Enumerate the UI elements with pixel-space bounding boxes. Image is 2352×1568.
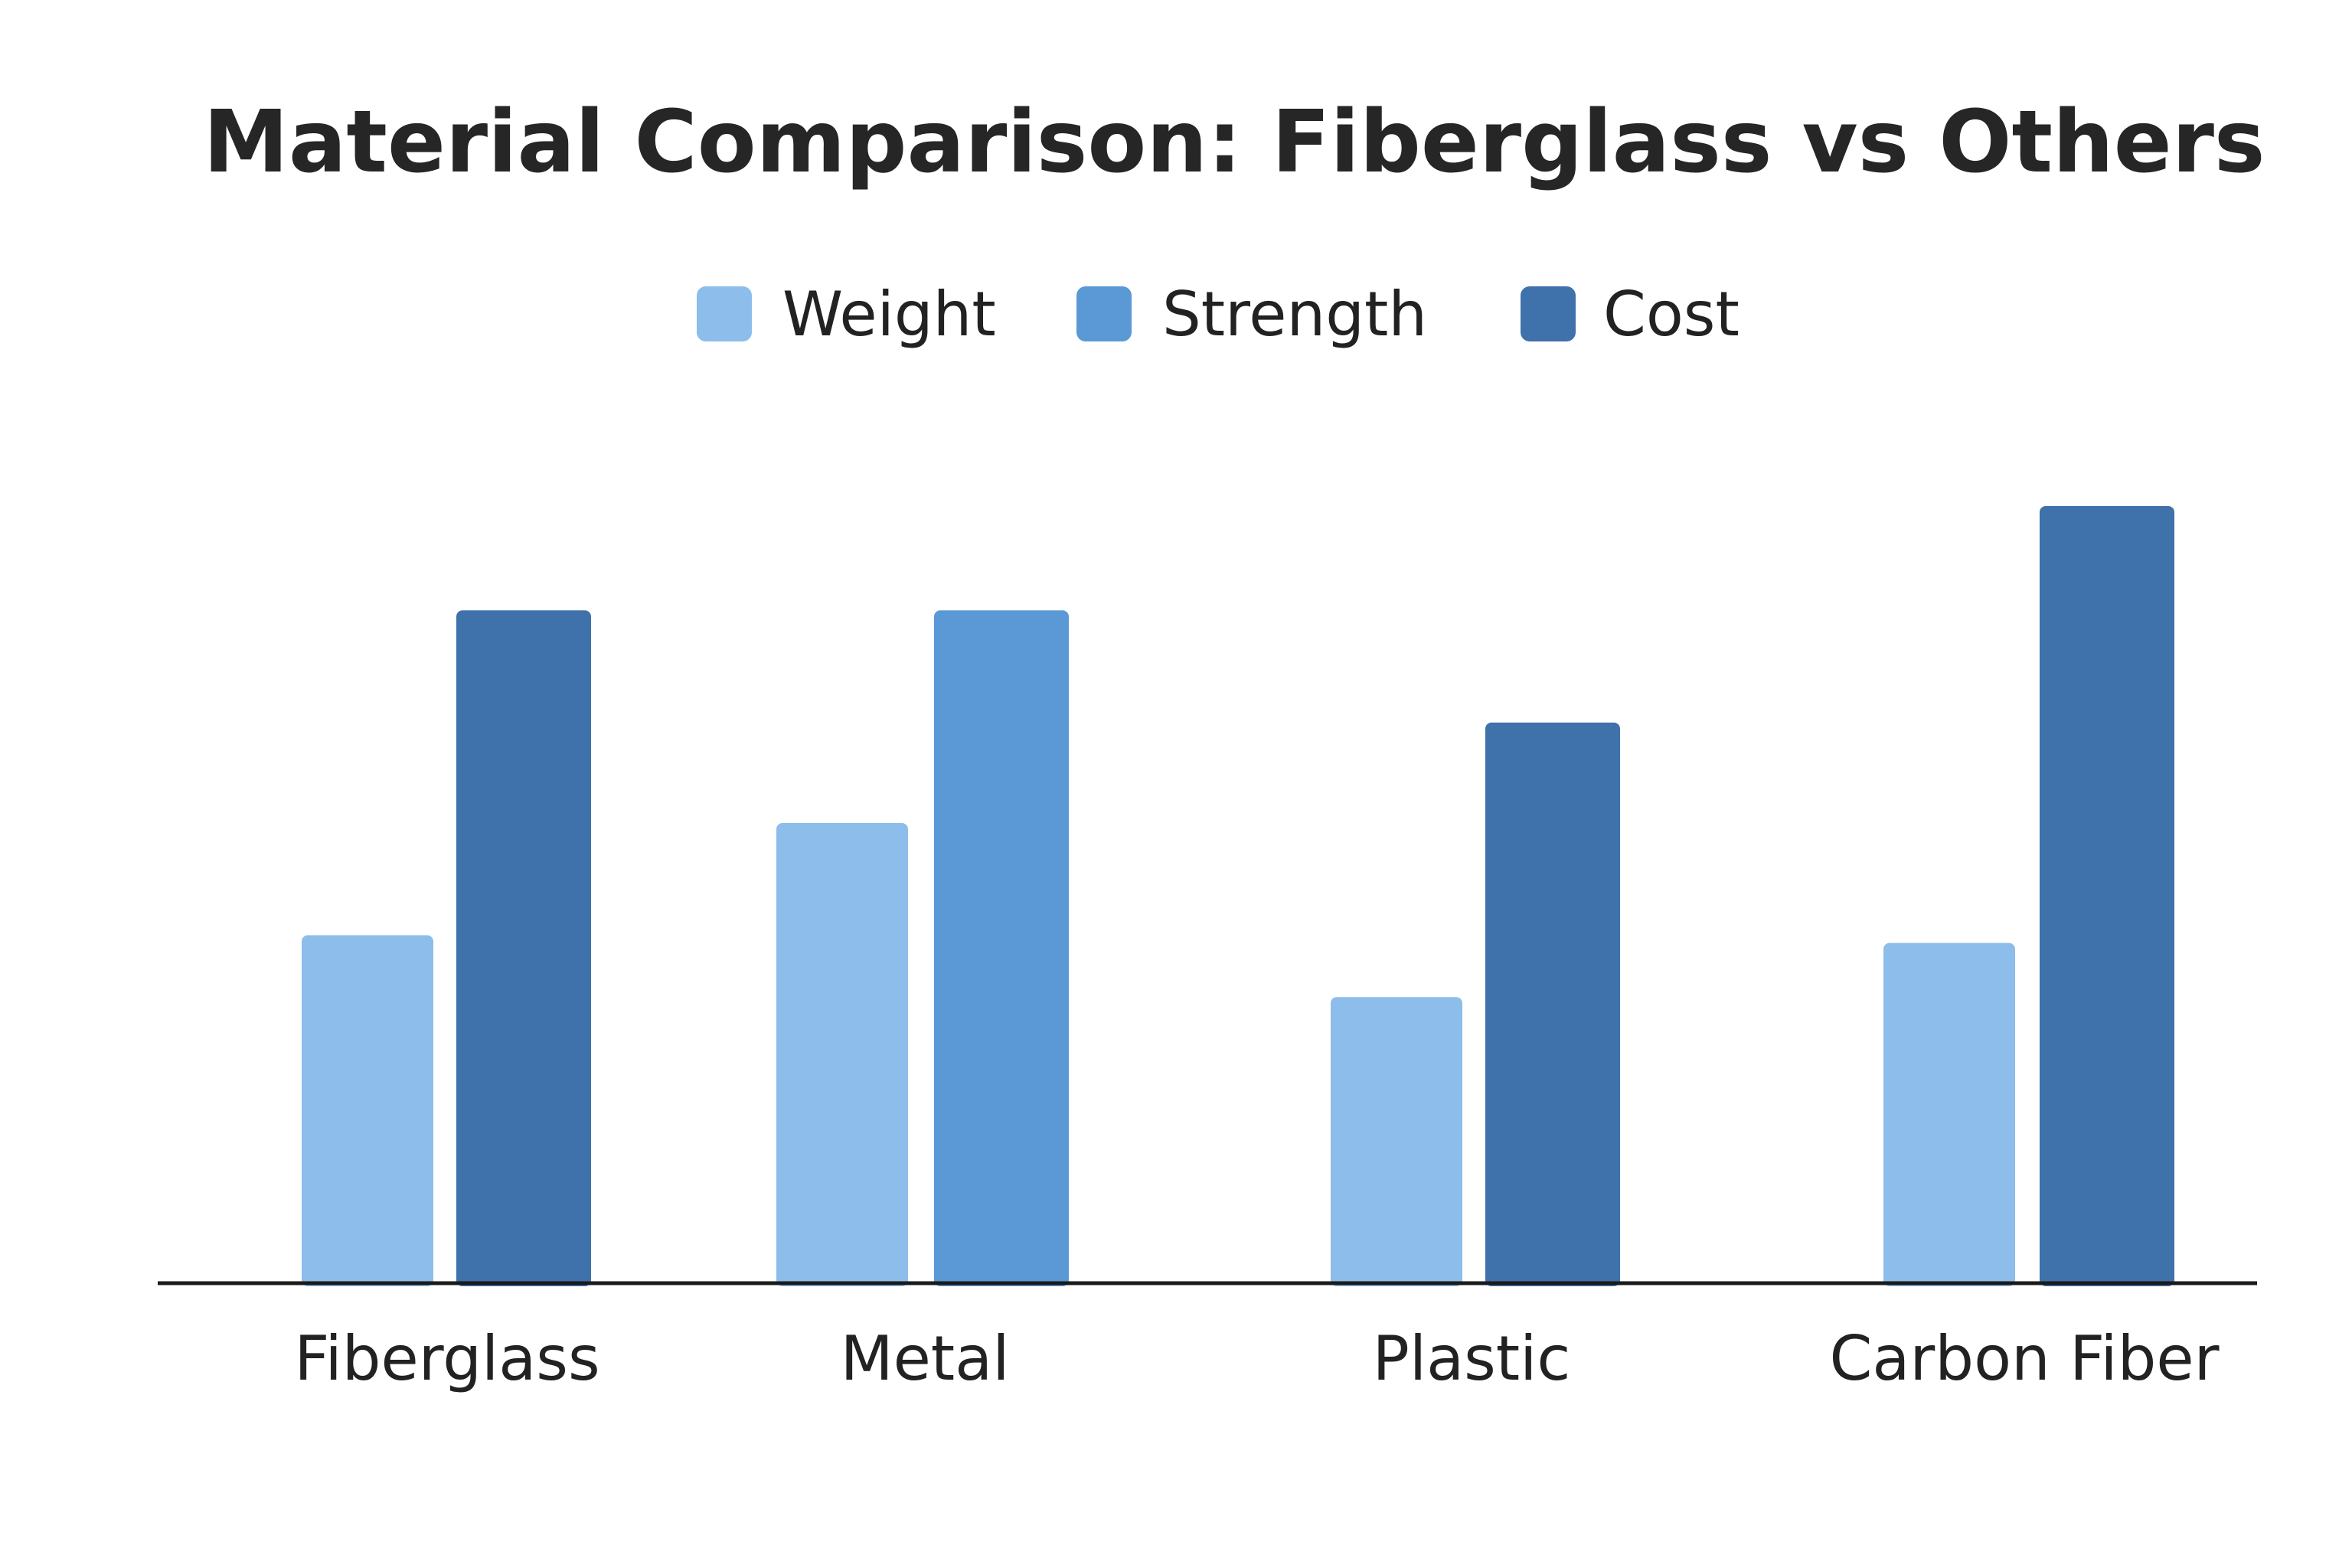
bar-carbon-fiber-weight — [1883, 942, 2015, 1286]
bar-metal-weight — [776, 823, 908, 1286]
bar-plastic-cost — [1485, 722, 1620, 1286]
legend: Weight Strength Cost — [697, 279, 1740, 350]
bar-fiberglass-cost — [456, 610, 591, 1286]
x-tick-labels: Fiberglass Metal Plastic Carbon Fiber — [294, 1323, 2219, 1394]
bar-plastic-weight — [1331, 997, 1462, 1286]
legend-swatch-cost — [1521, 286, 1576, 341]
chart-title: Material Comparison: Fiberglass vs Other… — [203, 93, 2265, 192]
legend-label-strength: Strength — [1162, 279, 1427, 350]
x-tick-label-fiberglass: Fiberglass — [294, 1323, 599, 1394]
x-tick-label-plastic: Plastic — [1373, 1323, 1571, 1394]
legend-label-cost: Cost — [1603, 279, 1740, 350]
legend-swatch-strength — [1076, 286, 1132, 341]
x-tick-label-metal: Metal — [841, 1323, 1010, 1394]
legend-label-weight: Weight — [782, 279, 996, 350]
bar-fiberglass-weight — [302, 935, 433, 1286]
bars-group — [302, 505, 2174, 1286]
x-tick-label-carbon-fiber: Carbon Fiber — [1830, 1323, 2220, 1394]
bar-metal-strength — [934, 610, 1069, 1286]
bar-carbon-fiber-cost — [2040, 505, 2174, 1286]
legend-swatch-weight — [697, 286, 752, 341]
